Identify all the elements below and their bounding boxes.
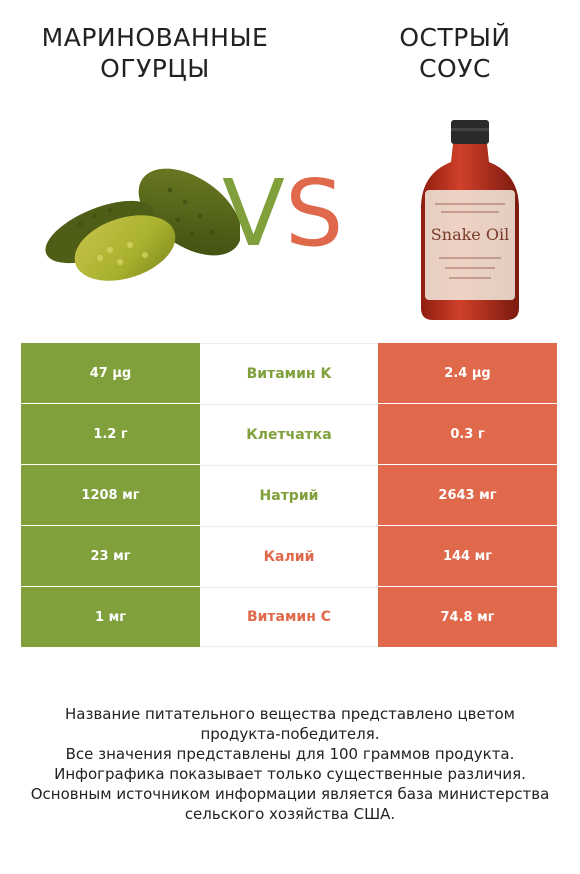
left-product-title: МАРИНОВАННЫЕ ОГУРЦЫ [30,22,280,84]
left-value: 23 мг [21,526,200,586]
vs-s-letter: S [284,160,344,267]
nutrient-name: Калий [200,526,378,586]
footer-line2: продукта-победителя. [200,725,380,743]
left-value: 1.2 г [21,404,200,464]
footer-line5: Основным источником информации является … [30,785,550,803]
footer-note: Название питательного вещества представл… [20,704,560,824]
nutrient-name: Витамин C [200,587,378,647]
right-value: 2643 мг [378,465,557,525]
right-value: 0.3 г [378,404,557,464]
left-value: 1 мг [21,587,200,647]
right-value: 74.8 мг [378,587,557,647]
vs-v-letter: V [222,160,285,267]
left-value: 1208 мг [21,465,200,525]
table-row: 1208 мг Натрий 2643 мг [21,465,557,526]
versus-label: VS [222,168,343,260]
right-product-title: ОСТРЫЙ СОУС [380,22,530,84]
pickles-image [45,168,240,281]
nutrient-name: Витамин K [200,343,378,403]
left-value: 47 µg [21,343,200,403]
right-title-line2: СОУС [419,54,491,83]
nutrient-name: Клетчатка [200,404,378,464]
left-title-line1: МАРИНОВАННЫЕ [41,23,269,52]
bottle-label-text: Snake Oil [431,225,509,244]
table-row: 47 µg Витамин K 2.4 µg [21,343,557,404]
footer-line4: Инфографика показывает только существенн… [54,765,526,783]
table-row: 23 мг Калий 144 мг [21,526,557,587]
footer-line3: Все значения представлены для 100 граммо… [65,745,515,763]
footer-line6: сельского хозяйства США. [184,805,396,823]
footer-line1: Название питательного вещества представл… [65,705,515,723]
table-row: 1.2 г Клетчатка 0.3 г [21,404,557,465]
left-title-line2: ОГУРЦЫ [100,54,210,83]
hot-sauce-bottle-image: Snake Oil [421,120,519,320]
table-row: 1 мг Витамин C 74.8 мг [21,587,557,648]
right-title-line1: ОСТРЫЙ [399,23,511,52]
nutrient-name: Натрий [200,465,378,525]
right-value: 2.4 µg [378,343,557,403]
right-value: 144 мг [378,526,557,586]
